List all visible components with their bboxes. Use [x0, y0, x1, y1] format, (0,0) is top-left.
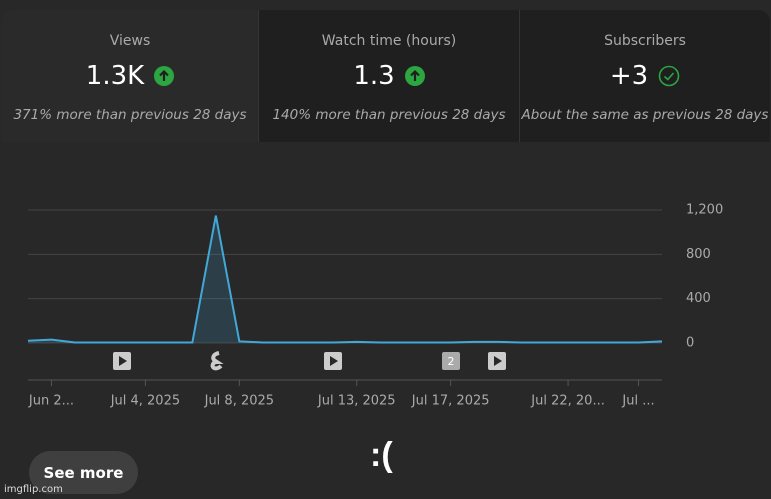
x-tick-label: Jul 13, 2025	[317, 394, 396, 409]
y-tick-label: 1,200	[686, 203, 723, 218]
y-tick-label: 0	[686, 336, 694, 351]
x-tick-label: Jul 17, 2025	[411, 394, 490, 409]
card-title: Views	[109, 33, 151, 49]
up-icon	[404, 66, 425, 86]
x-tick-label: Jul ...	[621, 394, 654, 409]
video-markers	[113, 351, 506, 371]
card-value-row: 1.3K	[2, 59, 258, 93]
x-tick-label: Jul 8, 2025	[204, 394, 274, 409]
stat-card[interactable]: Subscribers +3 About the same as previou…	[519, 10, 770, 142]
y-tick-label: 400	[686, 291, 711, 306]
stat-card[interactable]: Views 1.3K 371% more than previous 28 da…	[2, 10, 258, 142]
card-value: 1.3K	[85, 61, 145, 91]
card-comparison: About the same as previous 28 days	[521, 107, 769, 123]
card-value-row: +3	[520, 59, 770, 93]
chart: 2 0 400 800 1,200 Jun 2... Jul 4, 2025 Jul 8, …	[27, 203, 723, 409]
caption: :(	[370, 436, 393, 474]
x-tick-label: Jul 4, 2025	[110, 394, 180, 409]
watermark: imgflip.com	[4, 484, 63, 495]
up-icon	[154, 66, 175, 86]
line	[27, 215, 663, 344]
see-more-button[interactable]: See more	[29, 451, 138, 494]
marker-badge: 2	[448, 355, 455, 368]
stat-card[interactable]: Watch time (hours) 1.3 140% more than pr…	[258, 10, 519, 142]
card-value: 1.3	[353, 61, 395, 91]
check-icon	[658, 65, 680, 87]
card-title: Subscribers	[604, 33, 686, 49]
card-comparison: 140% more than previous 28 days	[272, 107, 506, 123]
card-value: +3	[609, 61, 649, 91]
card-comparison: 371% more than previous 28 days	[13, 107, 247, 123]
card-title: Watch time (hours)	[321, 33, 457, 49]
x-tick-label: Jun 2...	[28, 394, 74, 409]
x-tick-label: Jul 22, 20...	[530, 394, 605, 409]
y-tick-label: 800	[686, 247, 711, 262]
area	[28, 215, 662, 343]
card-value-row: 1.3	[259, 59, 519, 93]
